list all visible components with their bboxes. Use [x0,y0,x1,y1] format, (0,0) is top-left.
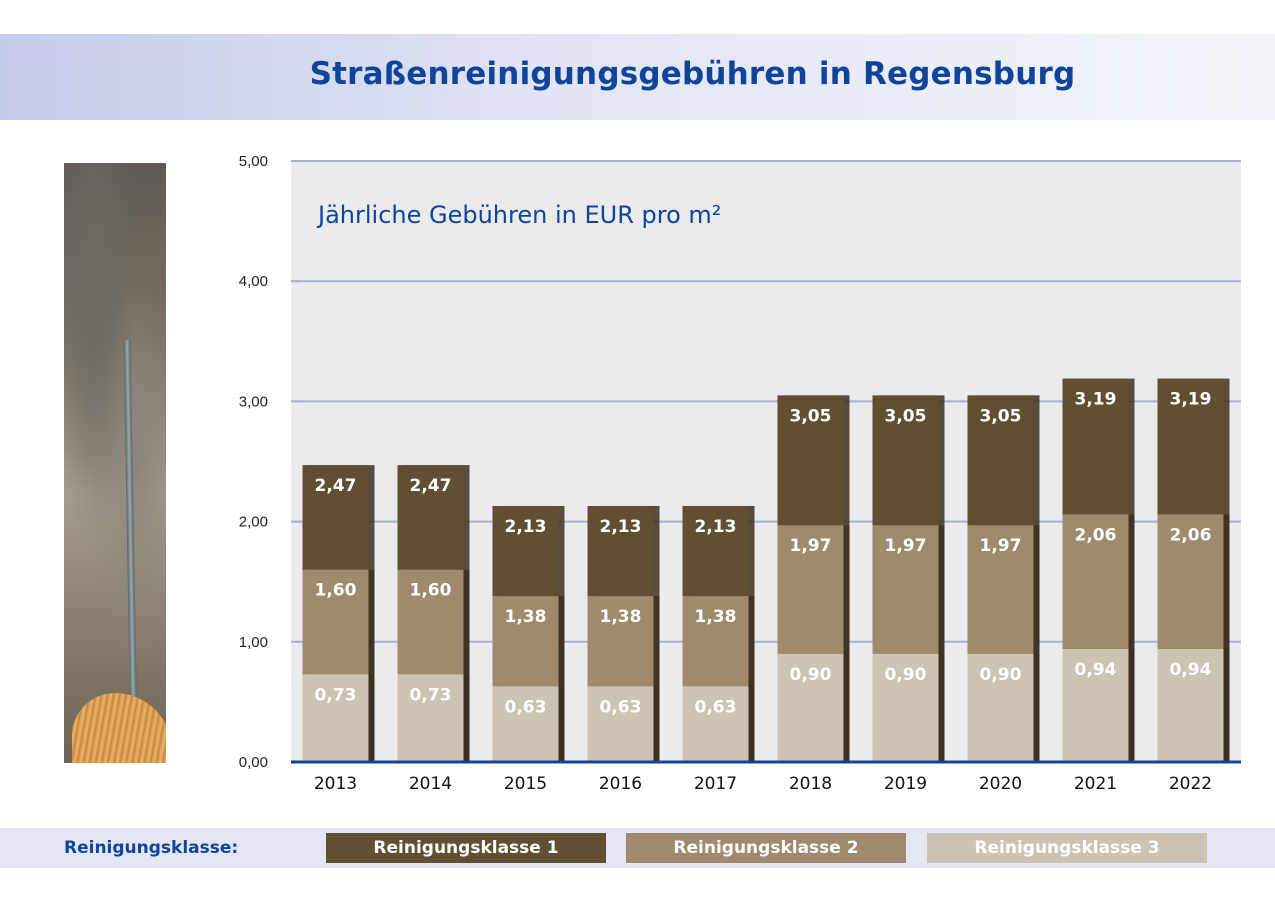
bar-3-2020 [967,653,1034,762]
legend-item-class-2: Reinigungsklasse 2 [626,833,906,863]
bar-3-2016 [587,686,654,762]
data-label: 0,94 [1170,660,1212,680]
bar-3-2017 [682,686,749,762]
bar-3-2022 [1157,649,1224,762]
bar-3-2015 [492,686,559,762]
x-tick-label: 2016 [599,774,642,794]
data-label: 0,90 [790,665,832,685]
broom-head [72,693,166,763]
data-label: 1,97 [790,536,832,556]
data-label: 3,19 [1170,390,1212,410]
data-label: 0,94 [1075,660,1117,680]
data-label: 2,47 [410,476,452,496]
data-label: 1,60 [410,581,452,601]
data-label: 2,47 [315,476,357,496]
y-tick-label: 5,00 [239,153,268,170]
data-label: 2,13 [600,517,642,537]
broom-photo [64,163,166,763]
bar-3-2013 [302,674,369,762]
bar-3-2019 [872,653,939,762]
data-label: 3,19 [1075,390,1117,410]
y-tick-label: 1,00 [239,634,268,651]
x-tick-label: 2017 [694,774,737,794]
data-label: 1,38 [505,607,547,627]
bar-3-2018 [777,653,844,762]
data-label: 1,97 [885,536,927,556]
x-tick-label: 2019 [884,774,927,794]
bar-3-2014 [397,674,464,762]
data-label: 3,05 [980,406,1022,426]
page-title: Straßenreinigungsgebühren in Regensburg [309,56,1076,92]
x-tick-label: 2015 [504,774,547,794]
y-tick-label: 4,00 [239,273,268,290]
data-label: 0,73 [410,685,452,705]
y-tick-label: 2,00 [239,514,268,531]
y-tick-label: 3,00 [239,393,268,410]
legend-label: Reinigungsklasse: [64,838,239,858]
x-tick-label: 2018 [789,774,832,794]
legend-item-class-1: Reinigungsklasse 1 [326,833,606,863]
x-tick-label: 2013 [314,774,357,794]
x-tick-label: 2021 [1074,774,1117,794]
data-label: 0,90 [980,665,1022,685]
x-tick-label: 2020 [979,774,1022,794]
data-label: 1,38 [695,607,737,627]
y-tick-label: 0,00 [239,754,268,771]
data-label: 1,38 [600,607,642,627]
chart-subtitle: Jährliche Gebühren in EUR pro m² [316,201,721,229]
data-label: 2,06 [1170,525,1212,545]
data-label: 2,06 [1075,525,1117,545]
title-band [0,34,1275,120]
legend-item-class-3: Reinigungsklasse 3 [927,833,1207,863]
data-label: 1,97 [980,536,1022,556]
data-label: 0,73 [315,685,357,705]
data-label: 3,05 [885,406,927,426]
data-label: 0,90 [885,665,927,685]
data-label: 0,63 [505,697,547,717]
x-tick-label: 2022 [1169,774,1212,794]
data-label: 1,60 [315,581,357,601]
x-tick-label: 2014 [409,774,452,794]
bar-3-2021 [1062,649,1129,762]
data-label: 2,13 [505,517,547,537]
data-label: 3,05 [790,406,832,426]
data-label: 2,13 [695,517,737,537]
data-label: 0,63 [600,697,642,717]
data-label: 0,63 [695,697,737,717]
